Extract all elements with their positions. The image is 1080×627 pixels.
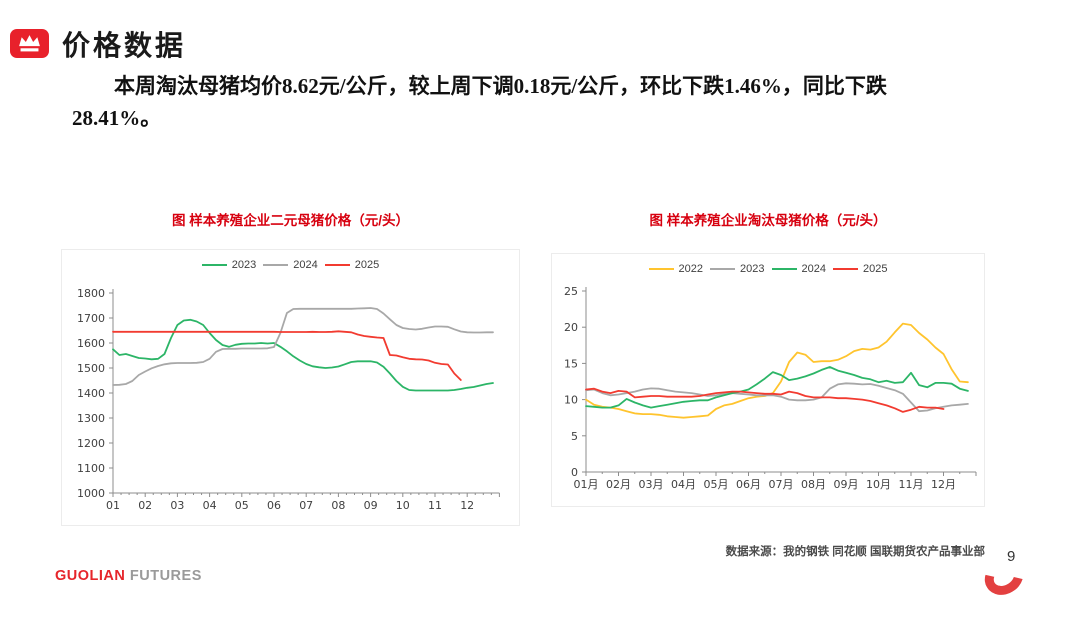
legend-item-2023: 2023 bbox=[710, 263, 765, 275]
svg-text:5: 5 bbox=[571, 430, 578, 443]
data-source-note: 数据来源：我的钢铁 同花顺 国联期货农产品事业部 bbox=[725, 546, 985, 558]
legend-label-2024: 2024 bbox=[801, 263, 826, 275]
page-title: 价格数据 bbox=[62, 30, 187, 61]
logo-futures: FUTURES bbox=[129, 568, 202, 584]
svg-text:0: 0 bbox=[571, 466, 578, 479]
svg-text:04: 04 bbox=[203, 499, 217, 512]
svg-text:09月: 09月 bbox=[834, 478, 859, 491]
svg-text:08: 08 bbox=[331, 499, 345, 512]
svg-text:1400: 1400 bbox=[77, 387, 105, 400]
svg-text:07: 07 bbox=[299, 499, 313, 512]
series-line-2023 bbox=[112, 318, 494, 392]
legend-swatch-2025 bbox=[324, 264, 350, 266]
svg-text:1100: 1100 bbox=[77, 462, 105, 475]
svg-text:20: 20 bbox=[564, 321, 578, 334]
legend-item-2024: 2024 bbox=[263, 259, 318, 271]
summary-line-2: 28.41%。 bbox=[72, 106, 162, 130]
svg-text:04月: 04月 bbox=[671, 478, 696, 491]
left-chart: 1000 1100 1200 1300 1400 1500 1600 1700 1800 01 02… bbox=[77, 287, 500, 512]
company-logo: GUOLIAN FUTURES bbox=[55, 568, 202, 584]
page-number-swoosh-decoration bbox=[978, 551, 1030, 603]
svg-text:10: 10 bbox=[564, 394, 578, 407]
svg-text:05: 05 bbox=[235, 499, 249, 512]
legend-item-2025: 2025 bbox=[324, 259, 380, 271]
legend-label-2023: 2023 bbox=[740, 263, 765, 275]
legend-swatch-2024 bbox=[263, 264, 289, 266]
svg-text:25: 25 bbox=[564, 285, 578, 298]
legend-item-2022: 2022 bbox=[648, 263, 704, 275]
svg-text:1300: 1300 bbox=[77, 412, 105, 425]
left-chart-title: 图 样本养殖企业二元母猪价格（元/头） bbox=[171, 213, 409, 228]
svg-text:05月: 05月 bbox=[704, 478, 729, 491]
left-chart-panel: 2023 2024 2025 1000 1100 1200 1300 1400 1500 160… bbox=[61, 249, 520, 526]
right-chart-legend: 2022 2023 2024 2025 bbox=[552, 263, 984, 275]
summary-line-1: 本周淘汰母猪均价8.62元/公斤，较上周下调0.18元/公斤，环比下跌1.46%… bbox=[114, 74, 887, 98]
legend-swatch-2024 bbox=[771, 268, 797, 270]
legend-item-2025: 2025 bbox=[832, 263, 888, 275]
page-number: 9 bbox=[1007, 548, 1016, 565]
series-line-2024 bbox=[585, 366, 969, 409]
svg-text:03月: 03月 bbox=[639, 478, 664, 491]
svg-text:12月: 12月 bbox=[931, 478, 956, 491]
svg-text:02月: 02月 bbox=[606, 478, 631, 491]
series-line-2024 bbox=[112, 307, 494, 386]
legend-label-2025: 2025 bbox=[354, 259, 380, 271]
svg-text:01: 01 bbox=[106, 499, 120, 512]
legend-label-2025: 2025 bbox=[862, 263, 888, 275]
legend-item-2023: 2023 bbox=[201, 259, 257, 271]
axis-labels: 1000 1100 1200 1300 1400 1500 1600 1700 1800 01 02… bbox=[77, 287, 474, 512]
svg-text:1800: 1800 bbox=[77, 287, 105, 300]
right-chart-title: 图 样本养殖企业淘汰母猪价格（元/头） bbox=[649, 213, 887, 228]
svg-text:1200: 1200 bbox=[77, 437, 105, 450]
svg-text:1000: 1000 bbox=[77, 487, 105, 500]
svg-text:1500: 1500 bbox=[77, 362, 105, 375]
axis-labels: 0 5 10 15 20 25 01月 02月 03月 04月 05月 06月 07月 08月 09月 10月… bbox=[564, 285, 956, 491]
legend-label-2024: 2024 bbox=[293, 259, 318, 271]
legend-label-2023: 2023 bbox=[231, 259, 257, 271]
svg-text:10月: 10月 bbox=[866, 478, 891, 491]
svg-text:06月: 06月 bbox=[736, 478, 761, 491]
legend-swatch-2022 bbox=[648, 268, 674, 270]
svg-text:07月: 07月 bbox=[769, 478, 794, 491]
logo-guolian: GUOLIAN bbox=[55, 568, 126, 584]
svg-text:06: 06 bbox=[267, 499, 281, 512]
left-chart-legend: 2023 2024 2025 bbox=[62, 259, 519, 271]
svg-text:08月: 08月 bbox=[801, 478, 826, 491]
svg-text:12: 12 bbox=[460, 499, 474, 512]
axes bbox=[109, 289, 500, 497]
right-chart: 0 5 10 15 20 25 01月 02月 03月 04月 05月 06月 07月 08月 09月 10月… bbox=[564, 285, 977, 491]
legend-swatch-2023 bbox=[201, 264, 227, 266]
svg-text:01月: 01月 bbox=[574, 478, 599, 491]
svg-text:11: 11 bbox=[428, 499, 442, 512]
series-line-2023 bbox=[585, 382, 969, 413]
svg-text:02: 02 bbox=[138, 499, 152, 512]
series-line-2025 bbox=[585, 387, 945, 413]
crown-icon bbox=[19, 35, 40, 52]
right-chart-panel: 2022 2023 2024 2025 0 5 10 15 20 25 01月 02月 03月 04月 0… bbox=[551, 253, 985, 507]
legend-label-2022: 2022 bbox=[678, 263, 704, 275]
summary-paragraph: 本周淘汰母猪均价8.62元/公斤，较上周下调0.18元/公斤，环比下跌1.46%… bbox=[72, 70, 1020, 134]
svg-text:15: 15 bbox=[564, 357, 578, 370]
legend-swatch-2025 bbox=[832, 268, 858, 270]
svg-text:1700: 1700 bbox=[77, 312, 105, 325]
crown-badge bbox=[10, 29, 49, 58]
svg-text:11月: 11月 bbox=[899, 478, 924, 491]
svg-text:09: 09 bbox=[364, 499, 378, 512]
series-line-2025 bbox=[112, 330, 462, 381]
svg-text:03: 03 bbox=[170, 499, 184, 512]
axes bbox=[582, 287, 977, 476]
svg-text:10: 10 bbox=[396, 499, 410, 512]
legend-swatch-2023 bbox=[710, 268, 736, 270]
series-line-2022 bbox=[585, 322, 969, 419]
legend-item-2024: 2024 bbox=[771, 263, 826, 275]
svg-text:1600: 1600 bbox=[77, 337, 105, 350]
